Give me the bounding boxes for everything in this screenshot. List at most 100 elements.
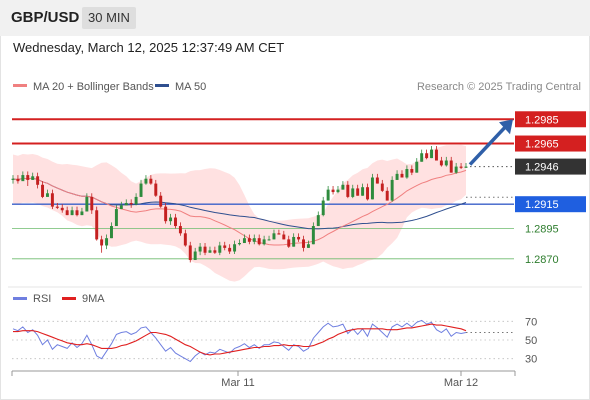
candle xyxy=(114,205,118,227)
candle-body xyxy=(405,169,409,178)
candle xyxy=(110,222,113,239)
candle-body xyxy=(356,188,360,196)
candle-body xyxy=(50,193,54,207)
candle-body xyxy=(434,149,438,161)
candle-body xyxy=(302,239,305,248)
candle-body xyxy=(366,187,369,200)
candle xyxy=(75,206,79,217)
candle-body xyxy=(316,215,320,227)
candle-body xyxy=(346,184,350,197)
candle-body xyxy=(16,178,20,182)
candle-body xyxy=(306,244,310,248)
candle-body xyxy=(114,209,118,227)
candle xyxy=(188,241,192,263)
legend-ma50-swatch xyxy=(155,84,169,87)
candle xyxy=(375,173,379,184)
bollinger-bands xyxy=(13,144,466,282)
candle xyxy=(36,172,40,189)
candle xyxy=(341,181,345,190)
candle xyxy=(85,193,89,212)
candle xyxy=(356,184,360,196)
candle xyxy=(203,243,207,256)
candle-body xyxy=(415,161,419,173)
moving-averages xyxy=(12,169,467,246)
candle xyxy=(218,241,222,256)
candle-body xyxy=(233,244,237,252)
candle xyxy=(380,179,384,193)
candle xyxy=(464,162,468,168)
candle xyxy=(405,165,409,179)
candle xyxy=(306,240,310,248)
candle-body xyxy=(105,238,109,246)
legend-9ma-swatch xyxy=(62,297,76,300)
candle xyxy=(21,171,25,182)
candle xyxy=(292,233,296,247)
candle xyxy=(430,145,434,159)
candle xyxy=(208,246,212,253)
candles xyxy=(11,145,468,263)
level-label-box xyxy=(515,158,586,175)
candle-body xyxy=(262,239,266,245)
level-label-box xyxy=(515,111,586,128)
candle-body xyxy=(277,233,281,235)
x-tick-label: Mar 12 xyxy=(444,377,478,389)
symbol-label: GBP/USD xyxy=(11,9,80,26)
candle-body xyxy=(218,245,222,253)
candle xyxy=(257,234,261,246)
candle xyxy=(277,229,281,235)
rsi-9ma-line xyxy=(13,323,467,356)
candle-body xyxy=(257,238,261,245)
legend-rsi-label: RSI xyxy=(33,293,51,305)
candle-body xyxy=(85,196,89,212)
candle xyxy=(164,202,168,224)
candle xyxy=(449,156,453,173)
candle-body xyxy=(341,184,345,190)
candle-body xyxy=(129,202,133,205)
candle-body xyxy=(331,189,335,193)
candle xyxy=(297,233,301,242)
candle-body xyxy=(70,210,74,216)
candle-body xyxy=(390,179,394,201)
rsi-line xyxy=(12,319,467,363)
candle xyxy=(159,192,163,208)
candle xyxy=(149,175,153,185)
candle-body xyxy=(464,166,468,168)
timeframe-badge[interactable]: 30 MIN xyxy=(82,7,136,29)
candle-body xyxy=(228,247,232,252)
candle-body xyxy=(90,196,94,211)
candle-body xyxy=(292,236,296,247)
candle xyxy=(415,158,419,173)
rsi-panel: RSI 9MA 70 50 30 xyxy=(12,293,537,366)
arrow-head xyxy=(499,119,513,135)
level-label-box xyxy=(515,135,586,152)
candle xyxy=(198,243,202,256)
candle-body xyxy=(410,169,414,173)
legend-ma20-swatch xyxy=(13,84,27,87)
candle-body xyxy=(119,205,123,210)
candle xyxy=(252,234,256,245)
candle xyxy=(370,173,374,200)
candle-body xyxy=(370,177,374,200)
candle xyxy=(390,176,394,202)
level-label: 1.2915 xyxy=(525,199,559,211)
candle-body xyxy=(242,238,246,244)
candle-body xyxy=(183,233,187,246)
candle xyxy=(26,171,30,186)
candle-body xyxy=(361,187,365,196)
candle-body xyxy=(149,178,153,184)
candle-body xyxy=(297,236,301,240)
candle-body xyxy=(321,200,325,216)
rsi-tick-label: 50 xyxy=(525,335,537,347)
candle xyxy=(223,241,227,251)
candle-body xyxy=(60,207,64,211)
candle xyxy=(459,162,463,170)
candle-body xyxy=(134,196,138,205)
candle-body xyxy=(326,189,330,201)
candle-body xyxy=(287,239,291,247)
candle xyxy=(316,211,320,227)
candle-body xyxy=(139,183,143,197)
candle-body xyxy=(444,160,448,166)
candle-body xyxy=(75,210,79,216)
candle-body xyxy=(380,183,384,191)
candle xyxy=(45,189,49,197)
